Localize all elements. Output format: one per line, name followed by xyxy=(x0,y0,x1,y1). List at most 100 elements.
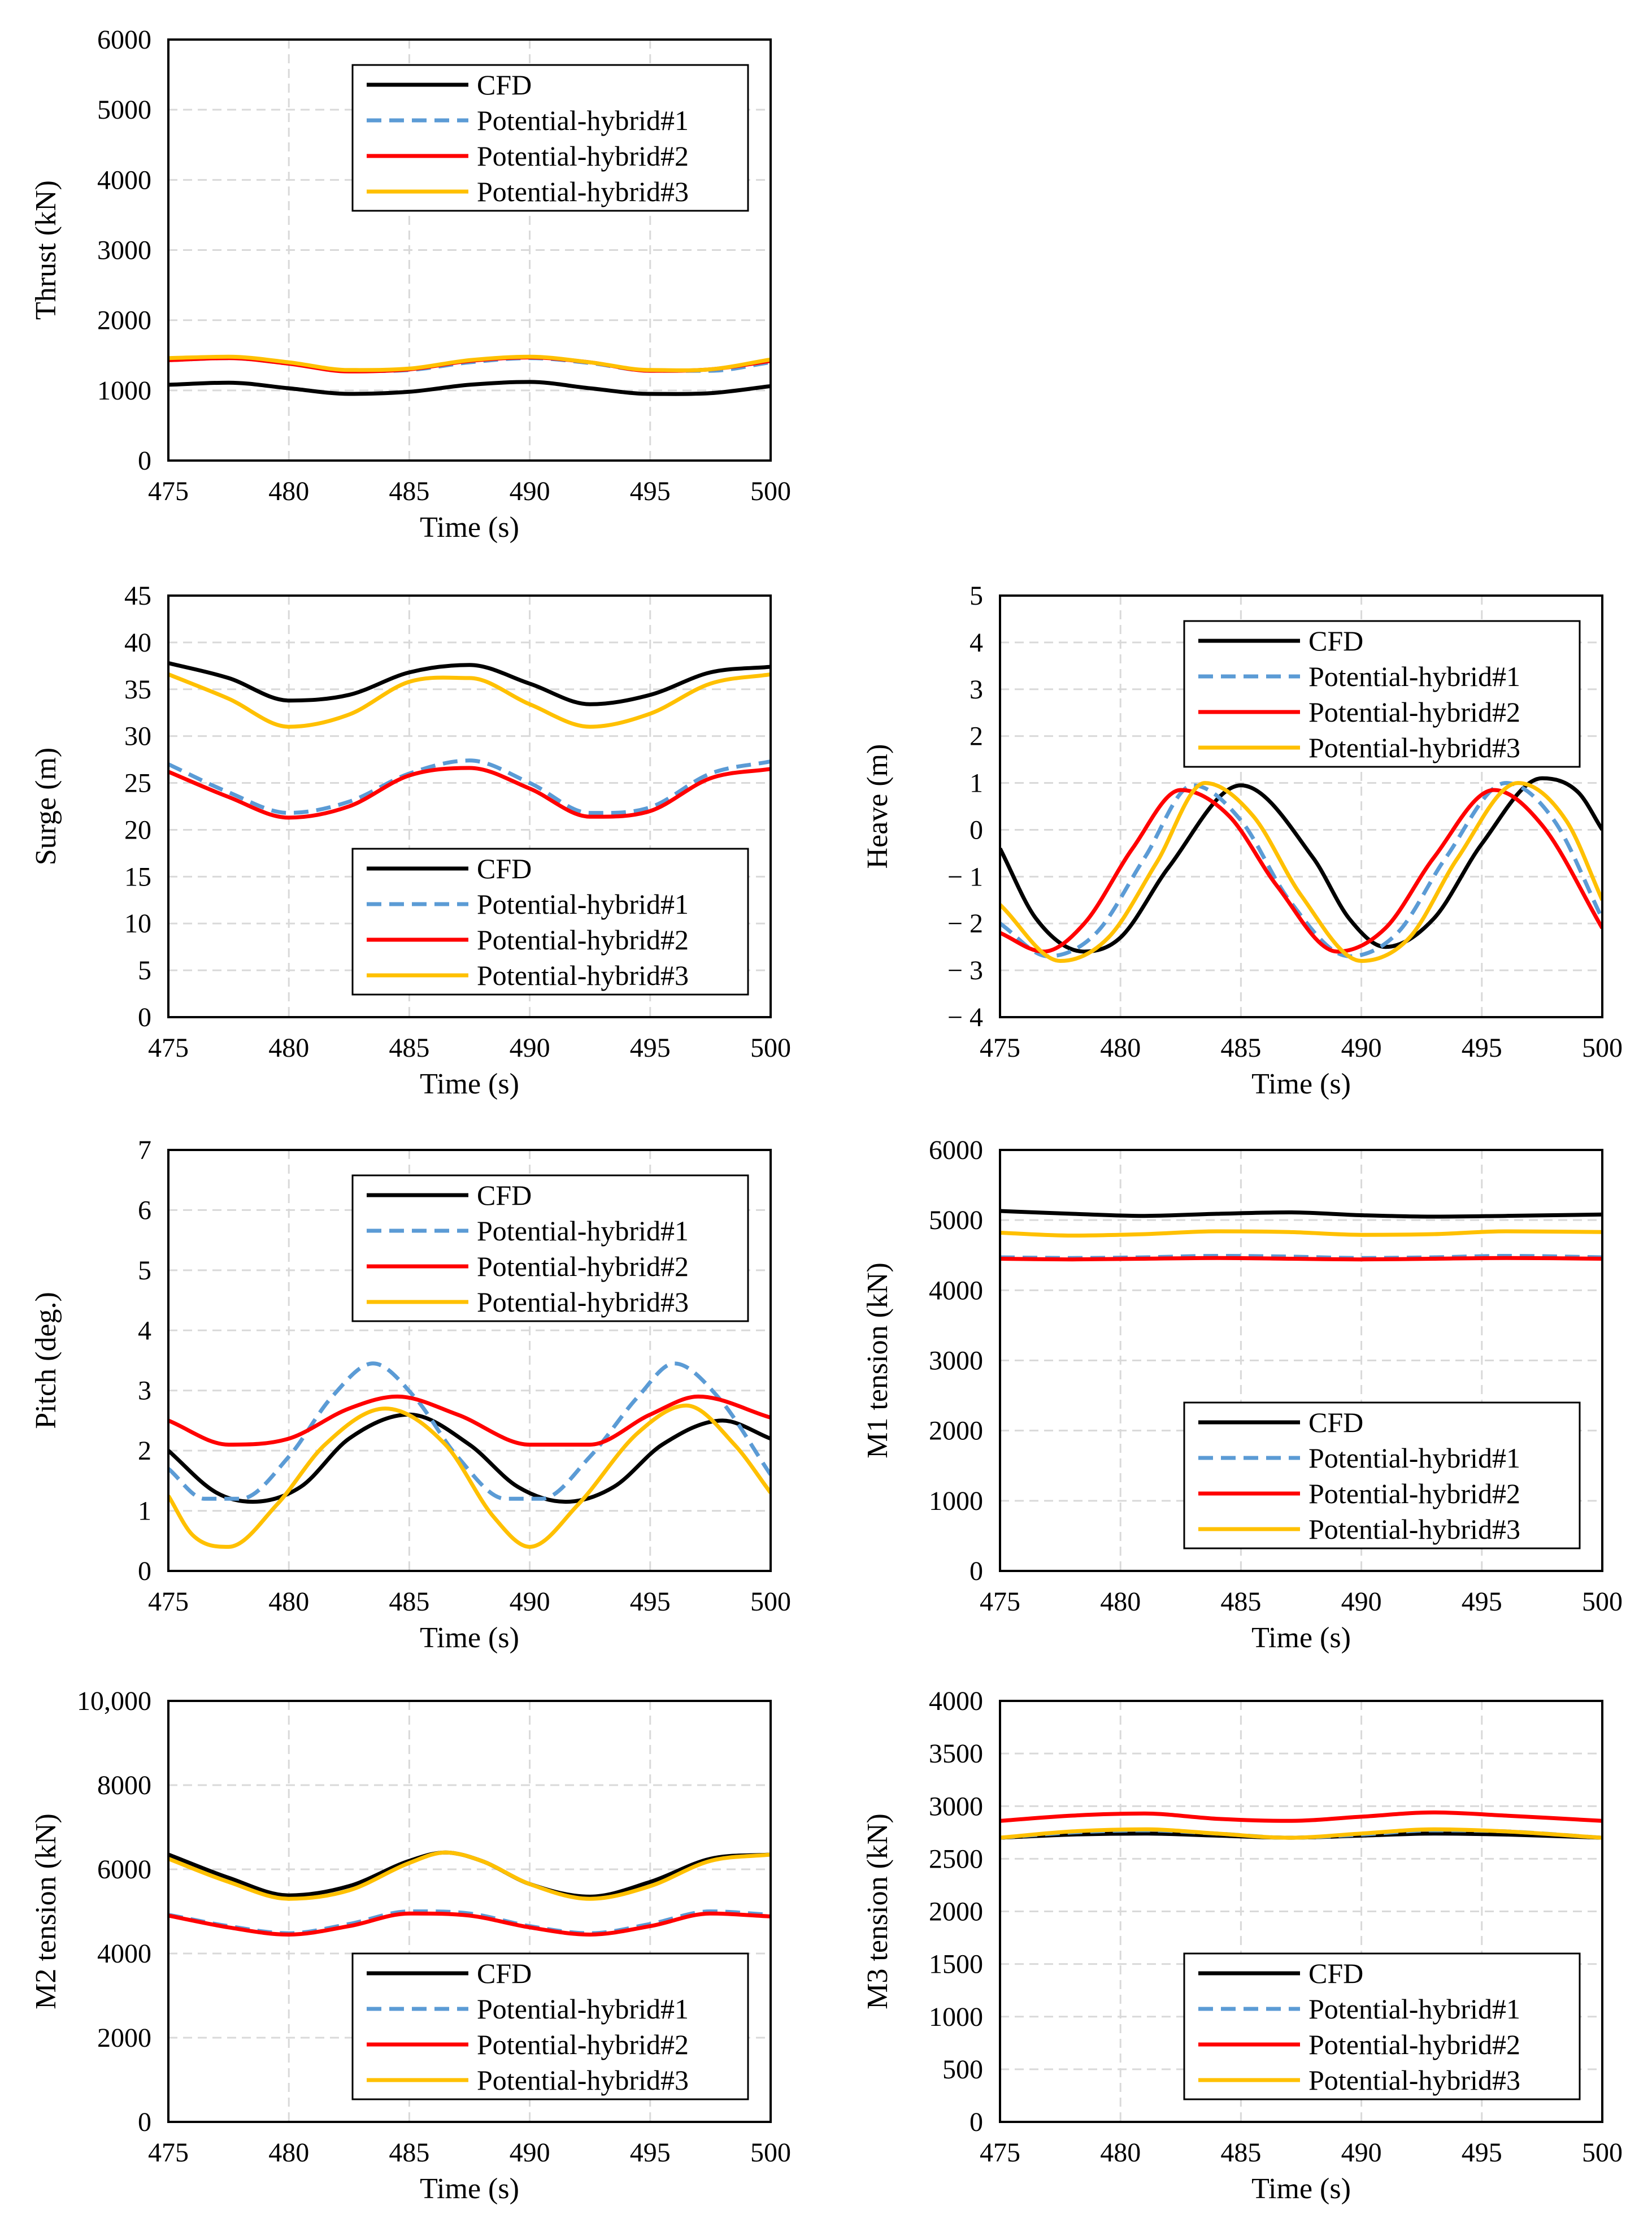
x-tick-label: 500 xyxy=(750,476,791,506)
legend-label: Potential-hybrid#1 xyxy=(477,888,689,920)
y-axis-label: Thrust (kN) xyxy=(30,180,62,320)
y-axis-label: M3 tension (kN) xyxy=(862,1813,894,2009)
series-line-potential-hybrid3 xyxy=(168,354,771,372)
y-tick-label: 1000 xyxy=(97,376,151,406)
plot-area-frame xyxy=(167,594,772,1018)
y-tick-label: 6000 xyxy=(97,25,151,55)
y-axis-label: Surge (m) xyxy=(30,748,62,865)
y-tick-label: 8000 xyxy=(97,1770,151,1800)
y-tick-label: 0 xyxy=(970,815,983,845)
y-tick-label: 3500 xyxy=(929,1739,983,1769)
series-line-potential-hybrid2 xyxy=(168,1394,771,1447)
x-tick-label: 490 xyxy=(510,2138,550,2168)
legend-box xyxy=(1183,1952,1581,2100)
legend-box xyxy=(351,64,749,212)
y-axis-label: Pitch (deg.) xyxy=(30,1292,62,1429)
y-tick-label: 6 xyxy=(138,1195,151,1225)
x-tick-label: 480 xyxy=(1100,1033,1141,1063)
x-tick-label: 485 xyxy=(389,1033,429,1063)
x-tick-label: 495 xyxy=(1462,1033,1502,1063)
x-axis-label: Time (s) xyxy=(420,1622,519,1654)
legend-label: CFD xyxy=(477,1179,532,1211)
y-axis-label: M1 tension (kN) xyxy=(862,1262,894,1458)
plot-area-frame xyxy=(999,594,1603,1018)
y-tick-label: 7 xyxy=(138,1135,151,1165)
series-line-potential-hybrid3 xyxy=(1000,781,1602,963)
x-tick-label: 500 xyxy=(750,1033,791,1063)
legend-label: Potential-hybrid#1 xyxy=(477,105,689,136)
legend-label: Potential-hybrid#1 xyxy=(1308,1442,1520,1474)
y-tick-label: 5 xyxy=(970,581,983,611)
y-tick-label: 0 xyxy=(138,1002,151,1032)
legend-label: Potential-hybrid#3 xyxy=(1308,732,1520,763)
y-tick-label: 6000 xyxy=(97,1855,151,1885)
y-tick-label: 2 xyxy=(138,1436,151,1466)
y-tick-label: 3 xyxy=(970,675,983,705)
legend-label: Potential-hybrid#3 xyxy=(1308,2064,1520,2096)
y-tick-label: 0 xyxy=(138,2107,151,2137)
x-tick-label: 475 xyxy=(980,2138,1020,2168)
y-tick-label: 6000 xyxy=(929,1135,983,1165)
y-tick-label: 4 xyxy=(138,1316,151,1345)
y-tick-label: 25 xyxy=(124,769,151,798)
x-tick-label: 475 xyxy=(148,1033,189,1063)
chart-m1: 475 480 485 490 495 5000100020003000400050006… xyxy=(862,1135,1623,1654)
series-line-potential-hybrid1 xyxy=(168,758,771,815)
series-line-potential-hybrid2 xyxy=(1000,1810,1602,1823)
y-tick-label: 0 xyxy=(970,2107,983,2137)
plot-area-frame xyxy=(167,1149,772,1572)
legend-label: Potential-hybrid#2 xyxy=(1308,2029,1520,2060)
x-tick-label: 480 xyxy=(268,2138,309,2168)
series-line-potential-hybrid3 xyxy=(168,1850,771,1901)
legend-label: Potential-hybrid#1 xyxy=(1308,1993,1520,2025)
legend-box xyxy=(351,848,749,996)
legend-box xyxy=(1183,620,1581,768)
x-tick-label: 480 xyxy=(268,1587,309,1617)
x-tick-label: 495 xyxy=(1462,1587,1502,1617)
series-line-potential-hybrid3 xyxy=(168,1403,771,1549)
x-tick-label: 475 xyxy=(148,2138,189,2168)
legend-label: Potential-hybrid#2 xyxy=(477,140,689,172)
y-tick-label: 2000 xyxy=(929,1897,983,1927)
chart-m3: 475 480 485 490 495 500 0 500 1000 1500 2000 2500 30… xyxy=(862,1686,1623,2205)
plot-area-frame xyxy=(999,1149,1603,1572)
series-line-cfd xyxy=(168,380,771,396)
plot-area-frame xyxy=(167,38,772,462)
y-tick-label: 4000 xyxy=(97,1939,151,1969)
y-tick-label: 0 xyxy=(138,1556,151,1586)
x-tick-label: 495 xyxy=(630,1587,671,1617)
y-tick-label: 2000 xyxy=(97,2023,151,2053)
x-tick-label: 490 xyxy=(1341,1587,1382,1617)
series-line-cfd xyxy=(1000,1209,1602,1219)
y-tick-label: 45 xyxy=(124,581,151,611)
legend: CFD Potential-hybrid#1 Potential-hybrid#2 P… xyxy=(351,1174,749,1322)
y-tick-label: 2500 xyxy=(929,1844,983,1874)
y-tick-label: 2000 xyxy=(929,1416,983,1446)
plot-area-frame xyxy=(167,1700,772,2123)
y-tick-label: 20 xyxy=(124,815,151,845)
plot-area-frame xyxy=(999,1700,1603,2123)
x-tick-label: 480 xyxy=(268,476,309,506)
legend-label: CFD xyxy=(1308,625,1363,657)
y-tick-label: 3000 xyxy=(929,1791,983,1821)
y-tick-label: 3000 xyxy=(97,236,151,266)
legend-label: Potential-hybrid#2 xyxy=(477,1251,689,1282)
y-tick-label: 4000 xyxy=(929,1686,983,1716)
legend-label: Potential-hybrid#2 xyxy=(477,924,689,956)
y-tick-label: 2 xyxy=(970,722,983,752)
legend-box xyxy=(351,1952,749,2100)
series-line-potential-hybrid1 xyxy=(1000,781,1602,958)
x-tick-label: 500 xyxy=(1582,2138,1623,2168)
y-tick-label: 10 xyxy=(124,909,151,939)
y-tick-label: 5 xyxy=(138,956,151,986)
y-tick-label: 1000 xyxy=(929,1486,983,1516)
x-axis-label: Time (s) xyxy=(420,1068,519,1100)
legend: CFD Potential-hybrid#1 Potential-hybrid#2 P… xyxy=(1183,1401,1581,1549)
legend-label: Potential-hybrid#1 xyxy=(477,1993,689,2025)
y-tick-label: 500 xyxy=(942,2055,983,2085)
x-tick-label: 475 xyxy=(148,476,189,506)
x-tick-label: 475 xyxy=(148,1587,189,1617)
legend-label: Potential-hybrid#3 xyxy=(477,176,689,207)
chart-pitch: 475 480 485 490 495 500 0 1 2 3 4 5 6 7 Time (s) Pitch … xyxy=(30,1135,791,1654)
x-tick-label: 485 xyxy=(1220,1033,1261,1063)
